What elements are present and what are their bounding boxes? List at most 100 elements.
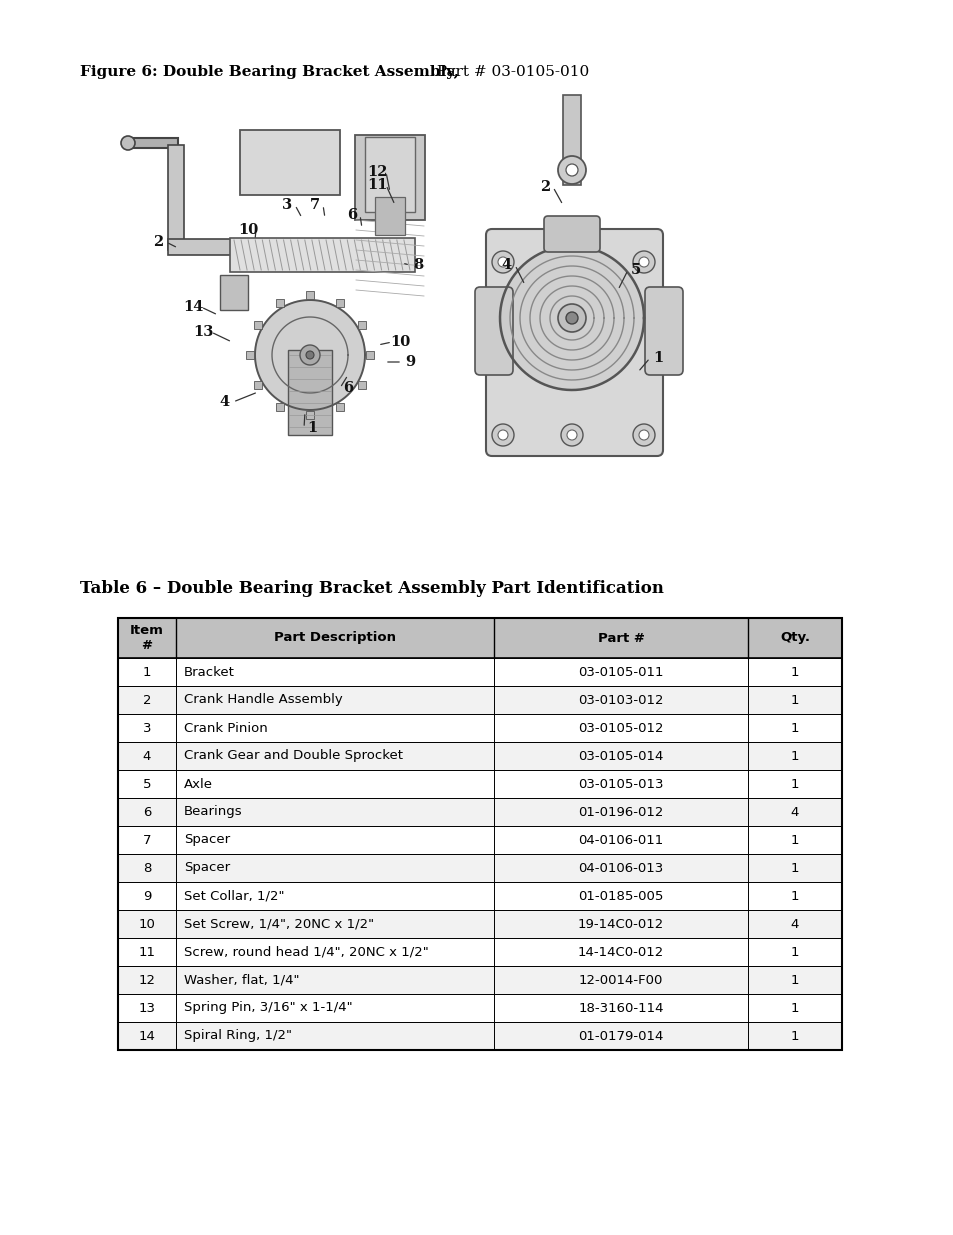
Text: Bracket: Bracket — [184, 666, 234, 678]
Text: 03-0105-013: 03-0105-013 — [578, 778, 663, 790]
Text: Qty.: Qty. — [780, 631, 809, 645]
Text: 1: 1 — [652, 351, 662, 366]
Bar — [355, 135, 424, 220]
Text: 9: 9 — [143, 889, 151, 903]
Text: 1: 1 — [790, 694, 799, 706]
Bar — [335, 299, 344, 308]
Bar — [118, 994, 841, 1023]
Bar — [366, 351, 374, 359]
Bar — [246, 351, 253, 359]
Text: 03-0105-011: 03-0105-011 — [578, 666, 663, 678]
Circle shape — [560, 424, 582, 446]
Text: 5: 5 — [143, 778, 152, 790]
Text: 13: 13 — [193, 325, 213, 338]
Text: 18-3160-114: 18-3160-114 — [578, 1002, 663, 1014]
Bar — [306, 411, 314, 419]
Text: Screw, round head 1/4", 20NC x 1/2": Screw, round head 1/4", 20NC x 1/2" — [184, 946, 428, 958]
Text: 10: 10 — [390, 335, 410, 350]
Text: Table 6 – Double Bearing Bracket Assembly Part Identification: Table 6 – Double Bearing Bracket Assembl… — [80, 580, 663, 597]
Text: 03-0105-012: 03-0105-012 — [578, 721, 663, 735]
Text: 01-0185-005: 01-0185-005 — [578, 889, 663, 903]
Text: 9: 9 — [404, 354, 415, 369]
Bar — [220, 275, 248, 310]
Circle shape — [565, 164, 578, 177]
Bar — [365, 137, 415, 212]
Text: 4: 4 — [501, 258, 512, 272]
Text: Set Collar, 1/2": Set Collar, 1/2" — [184, 889, 284, 903]
Text: 5: 5 — [630, 263, 640, 277]
Polygon shape — [499, 246, 643, 390]
Bar — [168, 240, 243, 254]
Text: 01-0179-014: 01-0179-014 — [578, 1030, 663, 1042]
Bar — [240, 130, 339, 195]
Bar — [375, 198, 405, 235]
Text: 14: 14 — [138, 1030, 155, 1042]
Text: 1: 1 — [790, 750, 799, 762]
Text: 1: 1 — [790, 1030, 799, 1042]
Text: 4: 4 — [790, 805, 799, 819]
Text: 03-0103-012: 03-0103-012 — [578, 694, 663, 706]
Bar — [118, 853, 841, 882]
Text: 14: 14 — [183, 300, 203, 314]
Text: 1: 1 — [790, 721, 799, 735]
Bar — [118, 769, 841, 798]
Circle shape — [639, 430, 648, 440]
Text: Spacer: Spacer — [184, 834, 230, 846]
Text: 1: 1 — [790, 834, 799, 846]
Circle shape — [633, 251, 655, 273]
Text: Washer, flat, 1/4": Washer, flat, 1/4" — [184, 973, 299, 987]
Text: 10: 10 — [138, 918, 155, 930]
Bar — [335, 403, 344, 411]
Bar — [288, 350, 332, 435]
Bar — [118, 1023, 841, 1050]
Bar — [118, 966, 841, 994]
Text: 8: 8 — [413, 258, 422, 272]
Text: 1: 1 — [790, 666, 799, 678]
Text: Crank Handle Assembly: Crank Handle Assembly — [184, 694, 342, 706]
Circle shape — [558, 304, 585, 332]
Text: 1: 1 — [790, 862, 799, 874]
Bar — [118, 685, 841, 714]
Text: 4: 4 — [220, 395, 230, 409]
Polygon shape — [254, 300, 365, 410]
Text: Crank Pinion: Crank Pinion — [184, 721, 268, 735]
Text: Item
#: Item # — [130, 624, 164, 652]
FancyBboxPatch shape — [543, 216, 599, 252]
Circle shape — [492, 424, 514, 446]
Circle shape — [492, 251, 514, 273]
Circle shape — [497, 430, 507, 440]
Text: 1: 1 — [790, 973, 799, 987]
Circle shape — [639, 257, 648, 267]
Bar — [118, 826, 841, 853]
Text: Part Description: Part Description — [274, 631, 395, 645]
FancyBboxPatch shape — [644, 287, 682, 375]
Text: Bearings: Bearings — [184, 805, 242, 819]
Text: 1: 1 — [790, 889, 799, 903]
Bar — [118, 618, 841, 1050]
Bar — [118, 618, 841, 658]
Text: 04-0106-013: 04-0106-013 — [578, 862, 663, 874]
Bar — [275, 299, 284, 308]
Circle shape — [565, 312, 578, 324]
Circle shape — [299, 345, 319, 366]
Bar — [118, 910, 841, 939]
Text: 7: 7 — [143, 834, 152, 846]
Bar — [357, 321, 366, 329]
Text: Figure 6: Double Bearing Bracket Assembly,: Figure 6: Double Bearing Bracket Assembl… — [80, 65, 458, 79]
Bar — [128, 138, 178, 148]
Text: 11: 11 — [367, 178, 388, 191]
FancyBboxPatch shape — [475, 287, 513, 375]
Text: 01-0196-012: 01-0196-012 — [578, 805, 663, 819]
Text: 03-0105-014: 03-0105-014 — [578, 750, 663, 762]
Text: 10: 10 — [237, 224, 258, 237]
Bar — [118, 714, 841, 742]
Text: 1: 1 — [790, 1002, 799, 1014]
Text: 6: 6 — [143, 805, 151, 819]
Text: Crank Gear and Double Sprocket: Crank Gear and Double Sprocket — [184, 750, 402, 762]
Text: 12-0014-F00: 12-0014-F00 — [578, 973, 662, 987]
Circle shape — [558, 156, 585, 184]
Bar — [230, 238, 415, 272]
Text: Spiral Ring, 1/2": Spiral Ring, 1/2" — [184, 1030, 292, 1042]
Bar — [118, 658, 841, 685]
FancyBboxPatch shape — [485, 228, 662, 456]
